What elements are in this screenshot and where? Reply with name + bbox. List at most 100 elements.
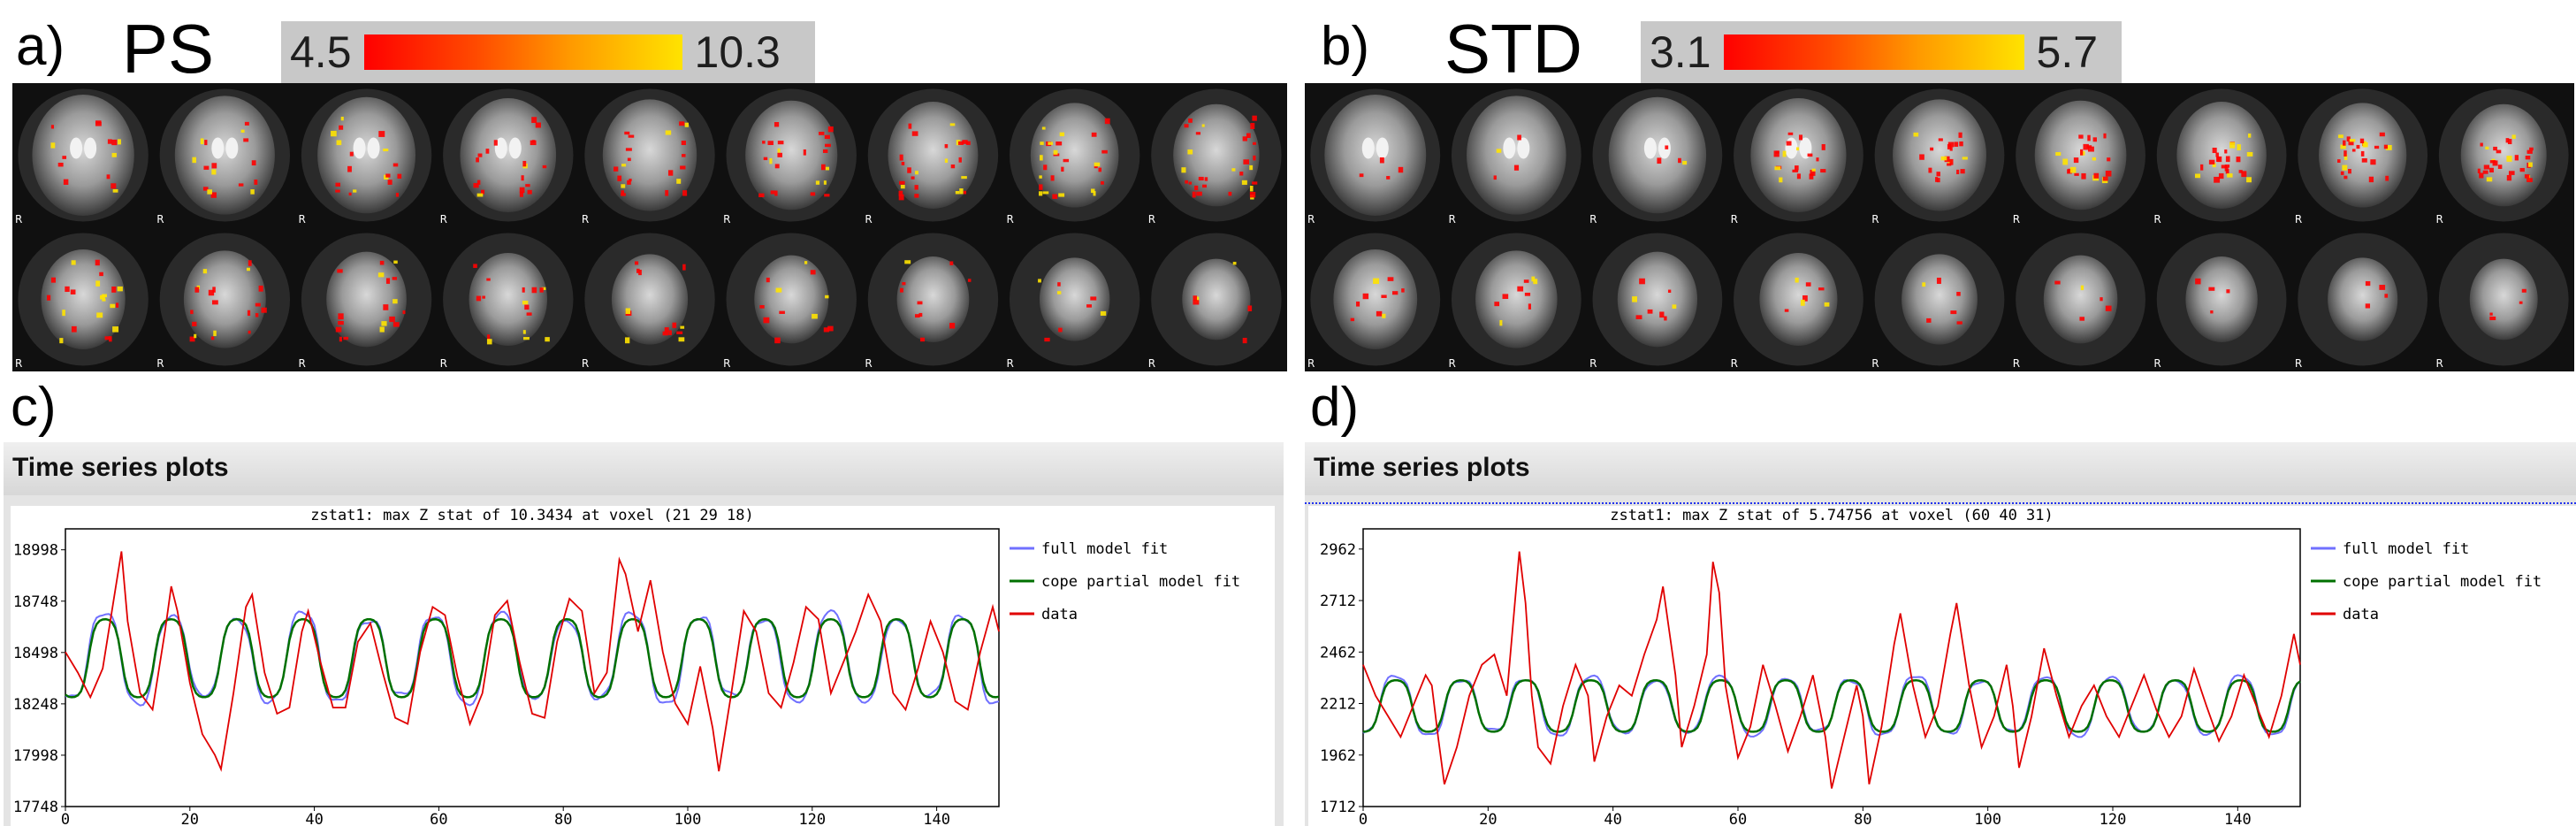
activation-voxel [665, 130, 672, 135]
activation-voxel [111, 286, 117, 293]
slice-orientation-marker: R [1007, 357, 1014, 370]
activation-voxel [1387, 277, 1394, 281]
activation-voxel [1058, 327, 1063, 333]
activation-voxel [629, 179, 632, 182]
brain-slice: R [1589, 88, 1723, 226]
plot-area: zstat1: max Z stat of 5.74756 at voxel (… [1308, 506, 2576, 826]
activation-voxel [1922, 282, 1926, 287]
activation-voxel [246, 267, 250, 272]
slice-orientation-marker: R [1007, 213, 1014, 226]
x-tick-label: 100 [674, 811, 702, 826]
activation-voxel [680, 325, 685, 329]
activation-voxel [1517, 134, 1521, 141]
activation-voxel [402, 310, 406, 315]
activation-voxel [111, 139, 118, 146]
activation-voxel [1202, 184, 1207, 188]
activation-voxel [339, 125, 344, 130]
activation-voxel [2496, 149, 2502, 154]
panel-c-label: c) [11, 377, 57, 438]
activation-voxel [2073, 157, 2079, 164]
activation-voxel [898, 194, 904, 201]
activation-voxel [2229, 141, 2236, 149]
activation-voxel [1947, 144, 1952, 149]
activation-voxel [1944, 156, 1950, 163]
activation-voxel [1659, 311, 1665, 318]
activation-voxel [1919, 154, 1924, 160]
activation-voxel [1635, 315, 1642, 319]
brain-slice: R [582, 88, 715, 226]
activation-voxel [678, 337, 685, 342]
brain-slice: R [1589, 233, 1723, 370]
series-data [65, 551, 1000, 772]
activation-voxel [1050, 175, 1055, 181]
activation-voxel [2078, 134, 2084, 139]
activation-voxel [111, 183, 117, 189]
activation-voxel [2486, 177, 2493, 182]
activation-voxel [1773, 150, 1780, 157]
activation-voxel [2511, 134, 2516, 139]
activation-voxel [1795, 277, 1799, 283]
activation-voxel [203, 165, 210, 170]
activation-voxel [775, 287, 782, 293]
activation-voxel [1376, 310, 1383, 317]
x-tick-label: 0 [61, 811, 70, 826]
activation-voxel [2100, 297, 2103, 302]
activation-voxel [1807, 153, 1813, 157]
activation-voxel [1039, 175, 1042, 179]
activation-voxel [1253, 141, 1256, 145]
activation-voxel [949, 123, 956, 126]
activation-voxel [1094, 162, 1101, 167]
activation-voxel [621, 190, 625, 195]
activation-voxel [527, 189, 532, 195]
activation-voxel [614, 166, 619, 172]
activation-voxel [392, 163, 399, 167]
activation-voxel [387, 180, 392, 185]
activation-voxel [112, 326, 119, 333]
activation-voxel [2483, 164, 2489, 170]
activation-voxel [1093, 191, 1096, 196]
activation-voxel [1824, 302, 1830, 307]
activation-voxel [519, 191, 524, 197]
activation-voxel [777, 141, 784, 145]
activation-voxel [1960, 169, 1965, 174]
x-tick-label: 120 [798, 811, 826, 826]
brain-slice: R [440, 88, 574, 226]
activation-voxel [393, 260, 398, 264]
activation-voxel [1249, 191, 1256, 198]
y-tick-label: 18498 [13, 645, 58, 662]
activation-voxel [2103, 133, 2107, 139]
activation-voxel [770, 190, 775, 195]
activation-voxel [1381, 294, 1387, 298]
activation-voxel [949, 323, 956, 329]
y-tick-label: 2962 [1320, 541, 1356, 559]
activation-voxel [672, 322, 677, 328]
activation-voxel [2508, 171, 2515, 175]
activation-voxel [823, 327, 829, 333]
brain-slice: R [156, 233, 291, 370]
panel-a-brain-slices: R R R R R R R R R R R R R R R R R R [12, 83, 1287, 371]
activation-voxel [1063, 158, 1070, 163]
activation-voxel [1192, 191, 1196, 198]
activation-voxel [95, 259, 100, 266]
activation-voxel [255, 302, 261, 307]
activation-voxel [2346, 136, 2351, 141]
brain-slice: R [1307, 88, 1441, 226]
y-tick-label: 17748 [13, 799, 58, 816]
activation-voxel [1058, 193, 1065, 197]
activation-voxel [1187, 149, 1193, 155]
panel-c-timeseries: Time series plots zstat1: max Z stat of … [4, 442, 1284, 826]
activation-voxel [958, 157, 962, 163]
slice-orientation-marker: R [15, 357, 22, 370]
activation-voxel [202, 187, 209, 191]
slice-orientation-marker: R [298, 357, 305, 370]
y-tick-label: 1962 [1320, 747, 1356, 765]
brain-slice: R [2435, 88, 2569, 226]
activation-voxel [627, 157, 631, 162]
activation-voxel [2247, 133, 2252, 138]
activation-voxel [476, 180, 481, 185]
slice-orientation-marker: R [298, 213, 305, 226]
activation-voxel [624, 337, 630, 344]
brain-slice: R [2435, 233, 2569, 370]
activation-voxel [486, 278, 491, 281]
activation-voxel [2236, 157, 2241, 163]
